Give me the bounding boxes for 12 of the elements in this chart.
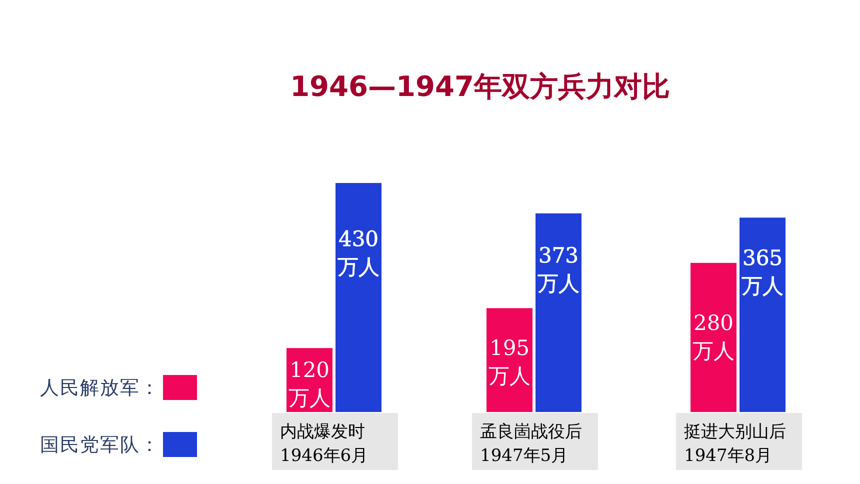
data-label: 373 万人 (538, 244, 580, 296)
legend-label: 人民解放军： (40, 377, 160, 399)
chart-title: 1946—1947年双方兵力对比 (290, 70, 670, 103)
data-label: 120 万人 (288, 358, 330, 410)
data-label: 280 万人 (692, 310, 734, 363)
x-tick-label: 内战爆发时 1946年6月 (280, 422, 368, 466)
x-tick-label: 挺进大别山后 1947年8月 (684, 422, 786, 466)
legend-label: 国民党军队： (40, 434, 160, 456)
data-label: 365 万人 (742, 246, 784, 298)
data-label: 195 万人 (488, 336, 530, 388)
x-tick-label: 孟良崮战役后 1947年5月 (480, 422, 582, 466)
data-label: 430 万人 (338, 227, 380, 280)
